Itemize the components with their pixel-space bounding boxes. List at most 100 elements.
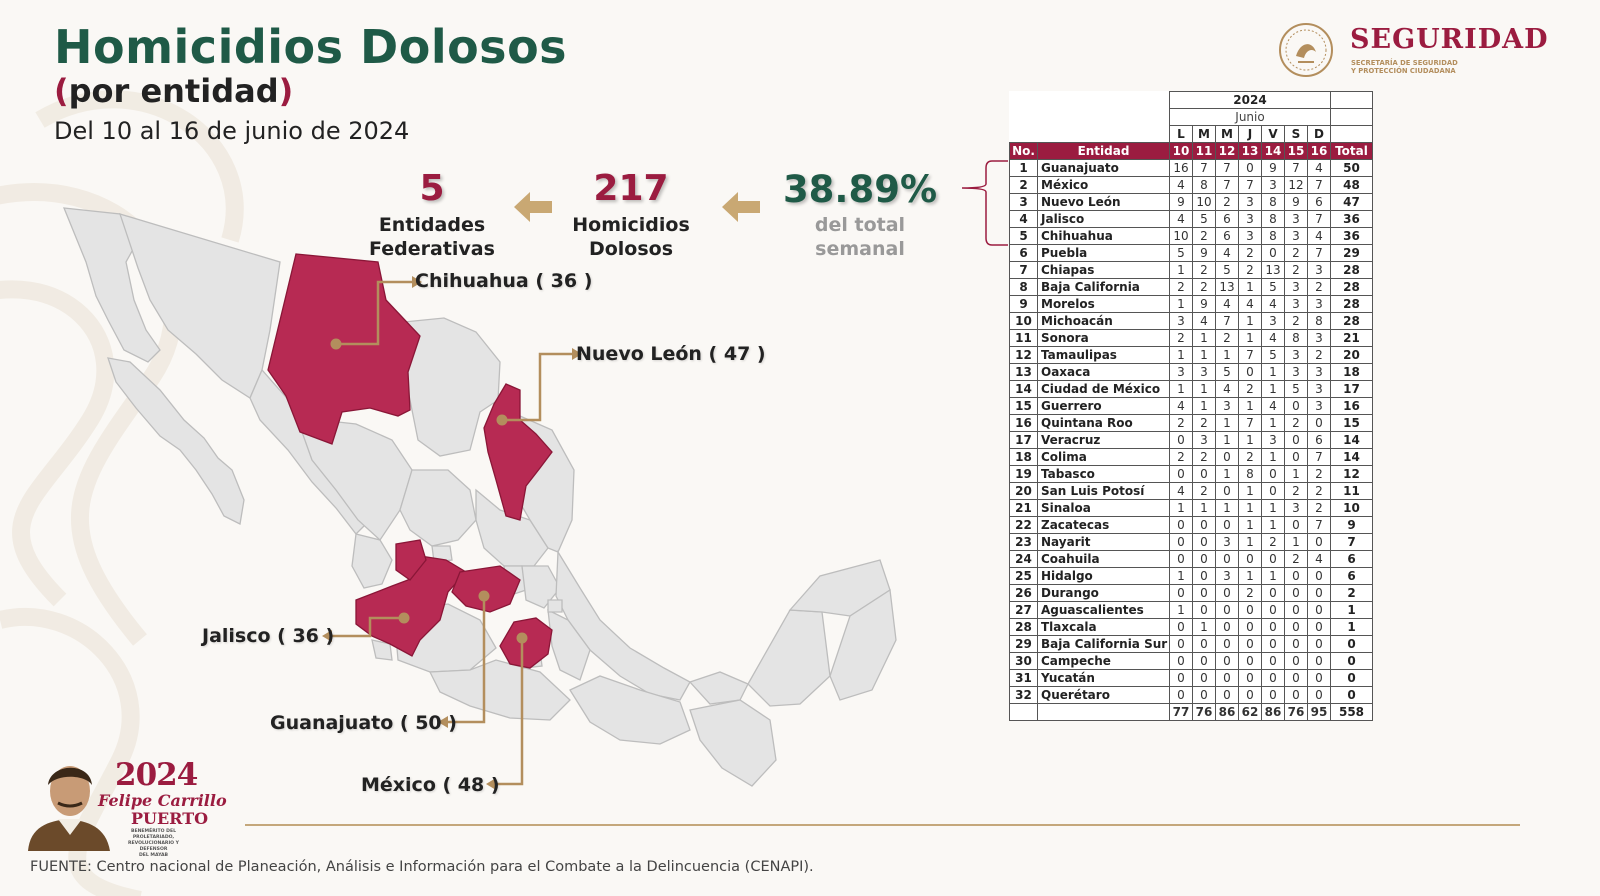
callout-arrow-jalisco bbox=[322, 630, 332, 642]
cell-rank: 23 bbox=[1009, 533, 1038, 551]
col-day-header: 15 bbox=[1284, 142, 1308, 160]
cell-day-value: 0 bbox=[1238, 618, 1262, 636]
table-row: 31 Yucatán 0 0 0 0 0 0 0 0 bbox=[1009, 669, 1373, 687]
cell-day-value: 0 bbox=[1192, 686, 1216, 704]
cell-day-value: 6 bbox=[1215, 210, 1239, 228]
cell-day-value: 1 bbox=[1238, 482, 1262, 500]
cell-day-value: 0 bbox=[1215, 635, 1239, 653]
cell-day-value: 13 bbox=[1215, 278, 1239, 296]
cell-day-value: 3 bbox=[1284, 499, 1308, 517]
stat-percent-label-2: semanal bbox=[815, 238, 905, 260]
cell-rank: 17 bbox=[1009, 431, 1038, 449]
cell-day-value: 2 bbox=[1261, 533, 1285, 551]
cell-entity: Baja California bbox=[1037, 278, 1170, 296]
cell-rank: 32 bbox=[1009, 686, 1038, 704]
col-entity-header: Entidad bbox=[1037, 142, 1170, 160]
cell-total: 50 bbox=[1330, 159, 1373, 177]
cell-day-value: 0 bbox=[1215, 584, 1239, 602]
cell-day-value: 1 bbox=[1238, 516, 1262, 534]
cell-day-value: 7 bbox=[1215, 312, 1239, 330]
callout-guanajuato: Guanajuato ( 50 ) bbox=[270, 712, 457, 734]
map-state-quintana-roo bbox=[829, 588, 897, 701]
cell-day-value: 3 bbox=[1238, 210, 1262, 228]
cell-day-value: 7 bbox=[1307, 244, 1331, 262]
cell-day-value: 9 bbox=[1192, 244, 1216, 262]
table-row: 9 Morelos 1 9 4 4 4 3 3 28 bbox=[1009, 295, 1373, 313]
stat-percent-value: 38.89% bbox=[782, 168, 938, 211]
cell-day-value: 4 bbox=[1307, 227, 1331, 245]
cell-rank: 28 bbox=[1009, 618, 1038, 636]
cell-day-value: 0 bbox=[1215, 652, 1239, 670]
cell-day-value: 3 bbox=[1169, 312, 1193, 330]
cell-day-value: 1 bbox=[1192, 499, 1216, 517]
cell-rank: 21 bbox=[1009, 499, 1038, 517]
cell-day-value: 2 bbox=[1192, 448, 1216, 466]
cell-day-value: 3 bbox=[1238, 227, 1262, 245]
cell-day-value: 3 bbox=[1238, 193, 1262, 211]
cell-rank: 13 bbox=[1009, 363, 1038, 381]
cell-rank: 7 bbox=[1009, 261, 1038, 279]
cell-rank: 24 bbox=[1009, 550, 1038, 568]
cell-day-value: 1 bbox=[1238, 567, 1262, 585]
map-state-campeche bbox=[747, 609, 831, 707]
map-state-tabasco bbox=[688, 671, 749, 705]
cell-entity: Tamaulipas bbox=[1037, 346, 1170, 364]
cell-day-value: 2 bbox=[1192, 227, 1216, 245]
cell-entity: México bbox=[1037, 176, 1170, 194]
cell-day-value: 0 bbox=[1238, 601, 1262, 619]
cell-day-value: 0 bbox=[1307, 669, 1331, 687]
table-row: 16 Quintana Roo 2 2 1 7 1 2 0 15 bbox=[1009, 414, 1373, 432]
blank-cell bbox=[1038, 92, 1170, 109]
totals-spacer bbox=[1037, 703, 1170, 721]
cell-day-value: 0 bbox=[1169, 635, 1193, 653]
cell-day-value: 3 bbox=[1215, 567, 1239, 585]
cell-day-value: 7 bbox=[1238, 414, 1262, 432]
cell-total: 47 bbox=[1330, 193, 1373, 211]
dow-total-spacer bbox=[1330, 125, 1373, 143]
cell-day-value: 7 bbox=[1307, 176, 1331, 194]
cell-day-value: 10 bbox=[1169, 227, 1193, 245]
cell-entity: Nayarit bbox=[1037, 533, 1170, 551]
cell-day-value: 5 bbox=[1215, 261, 1239, 279]
cell-day-value: 7 bbox=[1284, 159, 1308, 177]
table-row: 20 San Luis Potosí 4 2 0 1 0 2 2 11 bbox=[1009, 482, 1373, 500]
mexico-seal-icon bbox=[1279, 23, 1333, 77]
cell-day-value: 0 bbox=[1192, 567, 1216, 585]
cell-rank: 5 bbox=[1009, 227, 1038, 245]
dow-cell: S bbox=[1284, 125, 1308, 143]
felipe-carrillo-portrait-icon bbox=[28, 766, 110, 851]
grand-total: 558 bbox=[1330, 703, 1373, 721]
cell-day-value: 0 bbox=[1307, 533, 1331, 551]
cell-day-value: 3 bbox=[1307, 363, 1331, 381]
cell-day-value: 6 bbox=[1307, 193, 1331, 211]
cell-day-value: 0 bbox=[1169, 584, 1193, 602]
cell-total: 6 bbox=[1330, 550, 1373, 568]
cell-total: 17 bbox=[1330, 380, 1373, 398]
cell-day-value: 0 bbox=[1169, 652, 1193, 670]
cell-day-value: 2 bbox=[1307, 482, 1331, 500]
cell-day-value: 2 bbox=[1307, 499, 1331, 517]
col-day-header: 12 bbox=[1215, 142, 1239, 160]
cell-entity: Tabasco bbox=[1037, 465, 1170, 483]
map-state-hidalgo bbox=[521, 565, 561, 609]
cell-entity: Durango bbox=[1037, 584, 1170, 602]
cell-day-value: 0 bbox=[1307, 635, 1331, 653]
cell-total: 18 bbox=[1330, 363, 1373, 381]
table-totals-row: 77 76 86 62 86 76 95 558 bbox=[1009, 703, 1373, 721]
cell-day-value: 12 bbox=[1284, 176, 1308, 194]
cell-day-value: 0 bbox=[1169, 533, 1193, 551]
cell-day-value: 4 bbox=[1215, 380, 1239, 398]
cell-day-value: 0 bbox=[1284, 584, 1308, 602]
cell-day-value: 2 bbox=[1238, 584, 1262, 602]
cell-day-value: 3 bbox=[1284, 363, 1308, 381]
day-total: 76 bbox=[1192, 703, 1216, 721]
cell-day-value: 8 bbox=[1261, 193, 1285, 211]
map-state-colima bbox=[371, 639, 393, 661]
cell-day-value: 1 bbox=[1238, 278, 1262, 296]
cell-day-value: 0 bbox=[1215, 601, 1239, 619]
cell-day-value: 2 bbox=[1284, 312, 1308, 330]
callout-line-guanajuato bbox=[448, 596, 486, 724]
top5-bracket bbox=[962, 160, 1008, 246]
cell-total: 11 bbox=[1330, 482, 1373, 500]
